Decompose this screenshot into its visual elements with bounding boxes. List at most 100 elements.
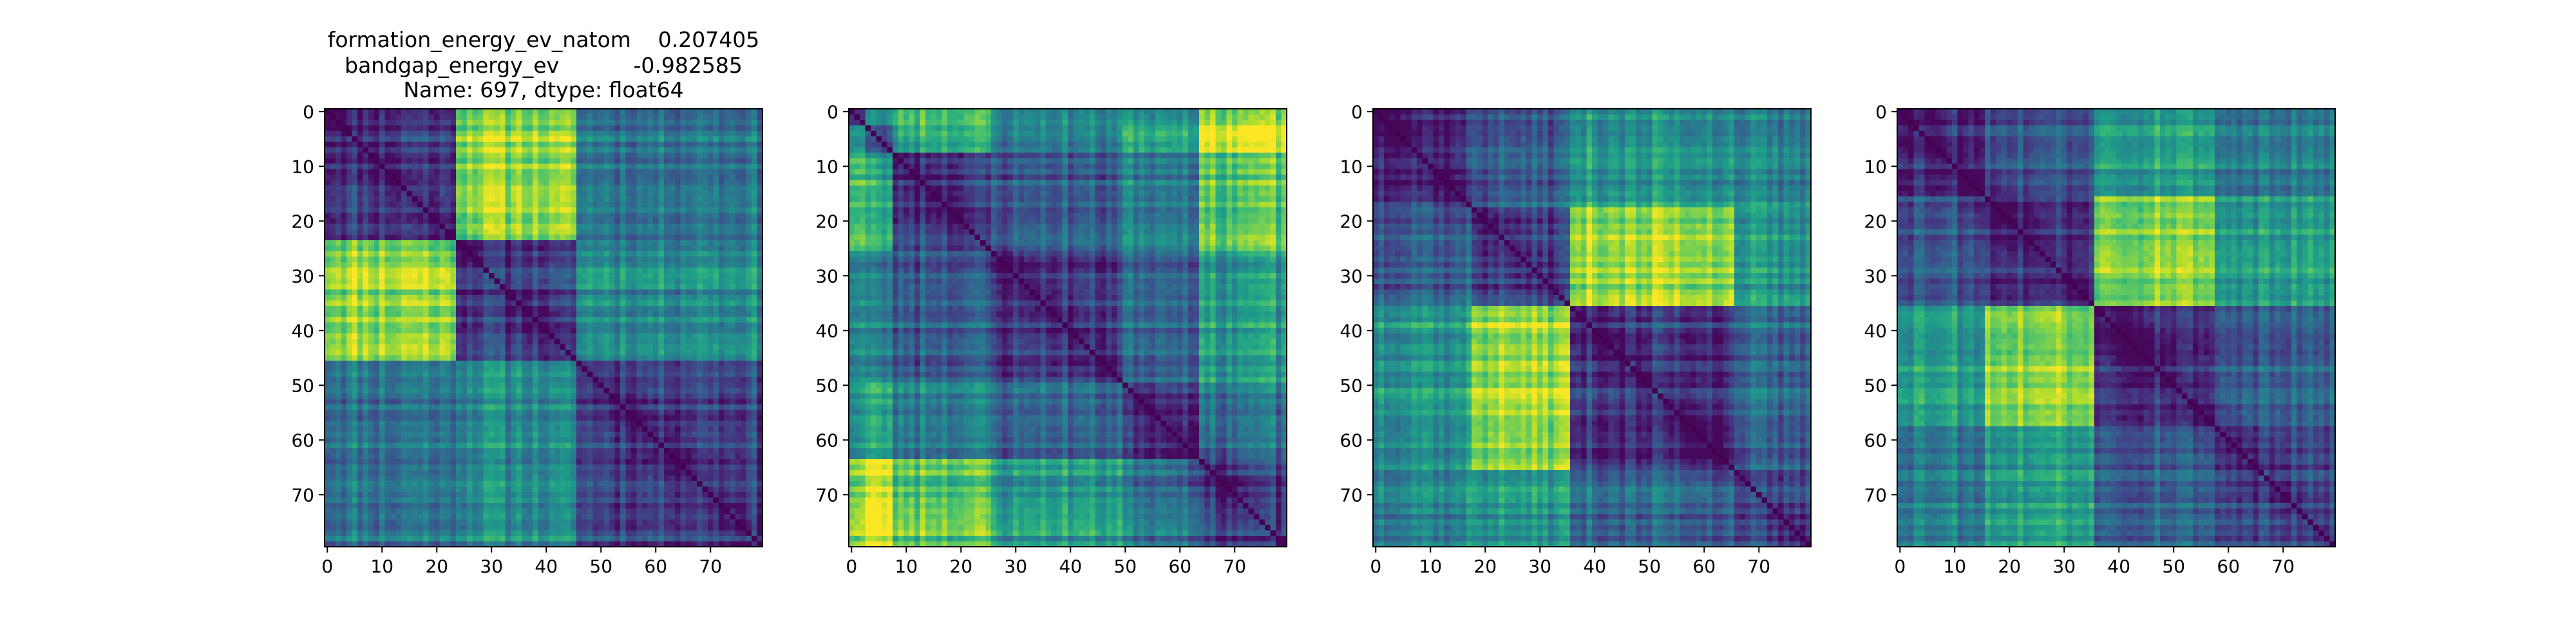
heatmap-cell — [571, 267, 577, 274]
heatmap-cell — [614, 251, 621, 258]
heatmap-cell — [494, 361, 500, 367]
heatmap-cell — [516, 147, 522, 153]
heatmap-cell — [735, 344, 741, 350]
heatmap-cell — [757, 229, 763, 236]
heatmap-cell — [642, 431, 649, 438]
heatmap-cell — [741, 383, 747, 389]
heatmap-cell — [379, 344, 386, 350]
heatmap-cell — [439, 393, 446, 400]
heatmap-cell — [724, 213, 730, 219]
heatmap-cell — [423, 410, 430, 416]
heatmap-cell — [330, 147, 336, 153]
heatmap-cell — [746, 426, 752, 433]
heatmap-cell — [522, 142, 528, 148]
heatmap-cell — [664, 295, 670, 301]
heatmap-cell — [686, 421, 692, 427]
heatmap-cell — [582, 223, 588, 230]
heatmap-cell — [428, 339, 435, 345]
heatmap-cell — [527, 350, 533, 356]
heatmap-cell — [368, 120, 375, 126]
heatmap-cell — [636, 437, 643, 444]
heatmap-cell — [379, 251, 386, 258]
heatmap-cell — [735, 158, 741, 164]
heatmap-cell — [352, 311, 358, 317]
heatmap-cell — [533, 295, 539, 301]
heatmap-cell — [406, 339, 413, 345]
heatmap-cell — [730, 245, 736, 252]
heatmap-cell — [664, 153, 670, 159]
heatmap-cell — [472, 355, 478, 361]
heatmap-cell — [680, 328, 687, 334]
heatmap-cell — [330, 218, 336, 225]
heatmap-cell — [456, 202, 462, 208]
heatmap-cell — [724, 289, 730, 296]
heatmap-cell — [675, 426, 681, 433]
heatmap-cell — [544, 202, 550, 208]
heatmap-cell — [625, 442, 632, 449]
heatmap-cell — [664, 322, 670, 328]
heatmap-cell — [390, 120, 397, 126]
heatmap-cell — [669, 142, 676, 148]
heatmap-cell — [576, 125, 583, 131]
heatmap-cell — [664, 267, 670, 274]
heatmap-cell — [719, 109, 725, 115]
heatmap-cell — [384, 317, 391, 323]
heatmap-cell — [636, 125, 643, 131]
heatmap-cell — [330, 339, 336, 345]
heatmap-cell — [336, 164, 342, 170]
heatmap-cell — [686, 202, 692, 208]
heatmap-cell — [713, 229, 719, 236]
heatmap-cell — [472, 251, 478, 258]
heatmap-cell — [401, 267, 408, 274]
heatmap-cell — [439, 147, 446, 153]
heatmap-cell — [489, 234, 495, 241]
heatmap-cell — [379, 158, 386, 164]
heatmap-cell — [653, 306, 659, 312]
heatmap-cell — [461, 185, 468, 192]
heatmap-cell — [346, 191, 353, 197]
heatmap-cell — [505, 245, 511, 252]
heatmap-cell — [505, 344, 511, 350]
heatmap-cell — [609, 437, 616, 444]
heatmap-cell — [680, 399, 687, 405]
heatmap-cell — [598, 169, 605, 175]
heatmap-cell — [598, 333, 605, 339]
heatmap-cell — [423, 295, 430, 301]
heatmap-cell — [336, 361, 342, 367]
heatmap-cell — [724, 120, 730, 126]
heatmap-cell — [554, 372, 561, 378]
heatmap-cell — [741, 142, 747, 148]
heatmap-cell — [658, 120, 665, 126]
heatmap-cell — [691, 267, 697, 274]
heatmap-cell — [483, 234, 489, 241]
heatmap-cell — [352, 273, 358, 279]
heatmap-cell — [680, 147, 687, 153]
heatmap-cell — [533, 169, 539, 175]
heatmap-cell — [423, 372, 430, 378]
heatmap-cell — [428, 207, 435, 214]
heatmap-cell — [374, 131, 380, 137]
heatmap-cell — [691, 426, 697, 433]
heatmap-cell — [746, 262, 752, 269]
heatmap-cell — [357, 431, 364, 438]
heatmap-cell — [527, 437, 533, 444]
heatmap-cell — [592, 437, 599, 444]
heatmap-cell — [363, 289, 369, 296]
heatmap-cell — [483, 207, 489, 214]
heatmap-cell — [598, 311, 605, 317]
heatmap-cell — [527, 339, 533, 345]
heatmap-cell — [642, 361, 649, 367]
heatmap-cell — [341, 289, 347, 296]
heatmap-cell — [571, 251, 577, 258]
heatmap-cell — [658, 344, 665, 350]
heatmap-cell — [691, 361, 697, 367]
heatmap-cell — [730, 426, 736, 433]
heatmap-cell — [511, 431, 517, 438]
heatmap-cell — [560, 393, 566, 400]
heatmap-cell — [647, 234, 654, 241]
heatmap-cell — [746, 388, 752, 394]
heatmap-cell — [494, 109, 500, 115]
heatmap-cell — [560, 350, 566, 356]
heatmap-cell — [669, 207, 676, 214]
